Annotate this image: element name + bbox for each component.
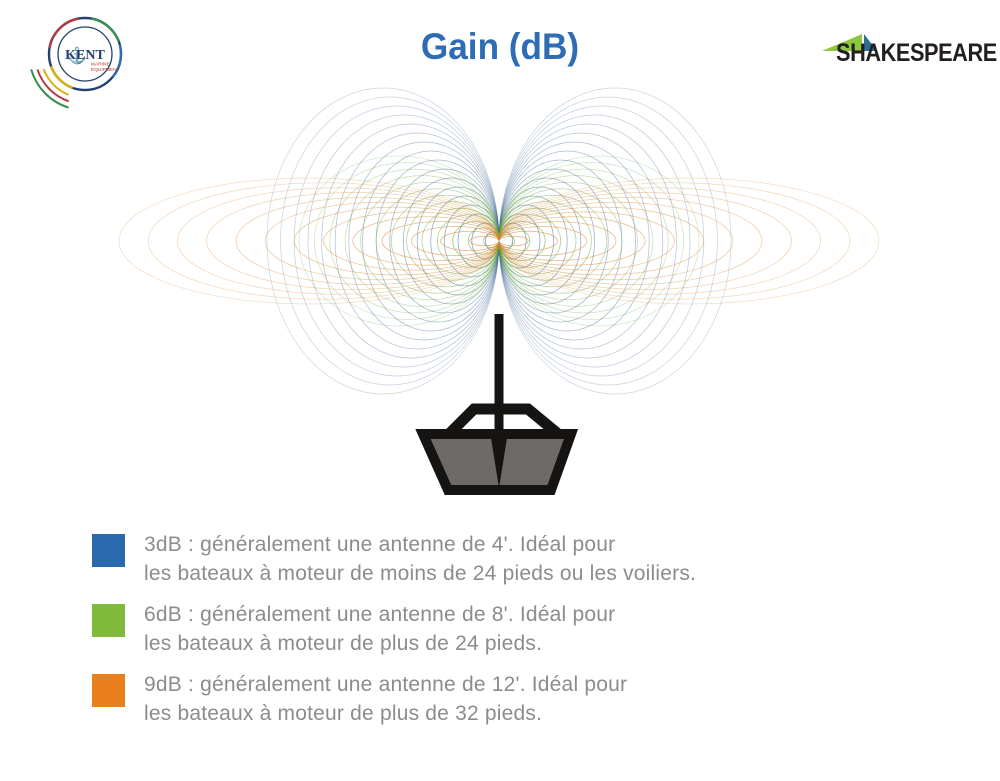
gain-legend: 3dB : généralement une antenne de 4'. Id…	[92, 530, 696, 740]
legend-6db-line1: 6dB : généralement une antenne de 8'. Id…	[144, 603, 616, 626]
hull-divider	[490, 432, 508, 488]
legend-3db-line2: les bateaux à moteur de moins de 24 pied…	[144, 562, 697, 585]
legend-6db-line2: les bateaux à moteur de plus de 24 pieds…	[144, 632, 543, 655]
legend-text-6db: 6dB : généralement une antenne de 8'. Id…	[144, 600, 615, 658]
kent-logo-subtitle-2: EQUIPMENT	[91, 67, 120, 73]
legend-text-9db: 9dB : généralement une antenne de 12'. I…	[144, 670, 627, 728]
kent-marine-logo: ⚓ KENT MARINE EQUIPMENT	[30, 16, 123, 109]
shakespeare-flag-icon	[822, 34, 877, 51]
legend-9db-line2: les bateaux à moteur de plus de 32 pieds…	[144, 702, 543, 725]
page-title: Gain (dB)	[420, 26, 580, 67]
kent-logo-subtitle-1: MARINE	[91, 62, 110, 68]
antenna-mast	[494, 314, 504, 439]
anchor-icon: ⚓	[67, 46, 87, 65]
legend-3db-line1: 3dB : généralement une antenne de 4'. Id…	[144, 533, 616, 556]
legend-9db-line1: 9dB : généralement une antenne de 12'. I…	[144, 673, 628, 696]
boat-cabin	[446, 403, 561, 438]
shakespeare-logo-text: SHAKESPEARE	[836, 39, 997, 67]
boat-icon	[415, 314, 579, 495]
shakespeare-logo: SHAKESPEARE	[820, 31, 997, 67]
kent-inner-ring	[57, 26, 113, 82]
legend-swatch-6db	[92, 604, 125, 637]
kent-ring-color-segments	[48, 17, 123, 89]
legend-text-3db: 3dB : généralement une antenne de 4'. Id…	[144, 530, 696, 588]
legend-swatch-3db	[92, 534, 125, 567]
kent-logo-name: KENT	[65, 48, 105, 63]
legend-swatch-9db	[92, 674, 125, 707]
kent-swoosh-arcs	[30, 68, 70, 109]
legend-item-6db: 6dB : généralement une antenne de 8'. Id…	[92, 600, 696, 658]
gain-lobes	[118, 87, 880, 395]
legend-item-9db: 9dB : généralement une antenne de 12'. I…	[92, 670, 696, 728]
legend-item-3db: 3dB : généralement une antenne de 4'. Id…	[92, 530, 696, 588]
